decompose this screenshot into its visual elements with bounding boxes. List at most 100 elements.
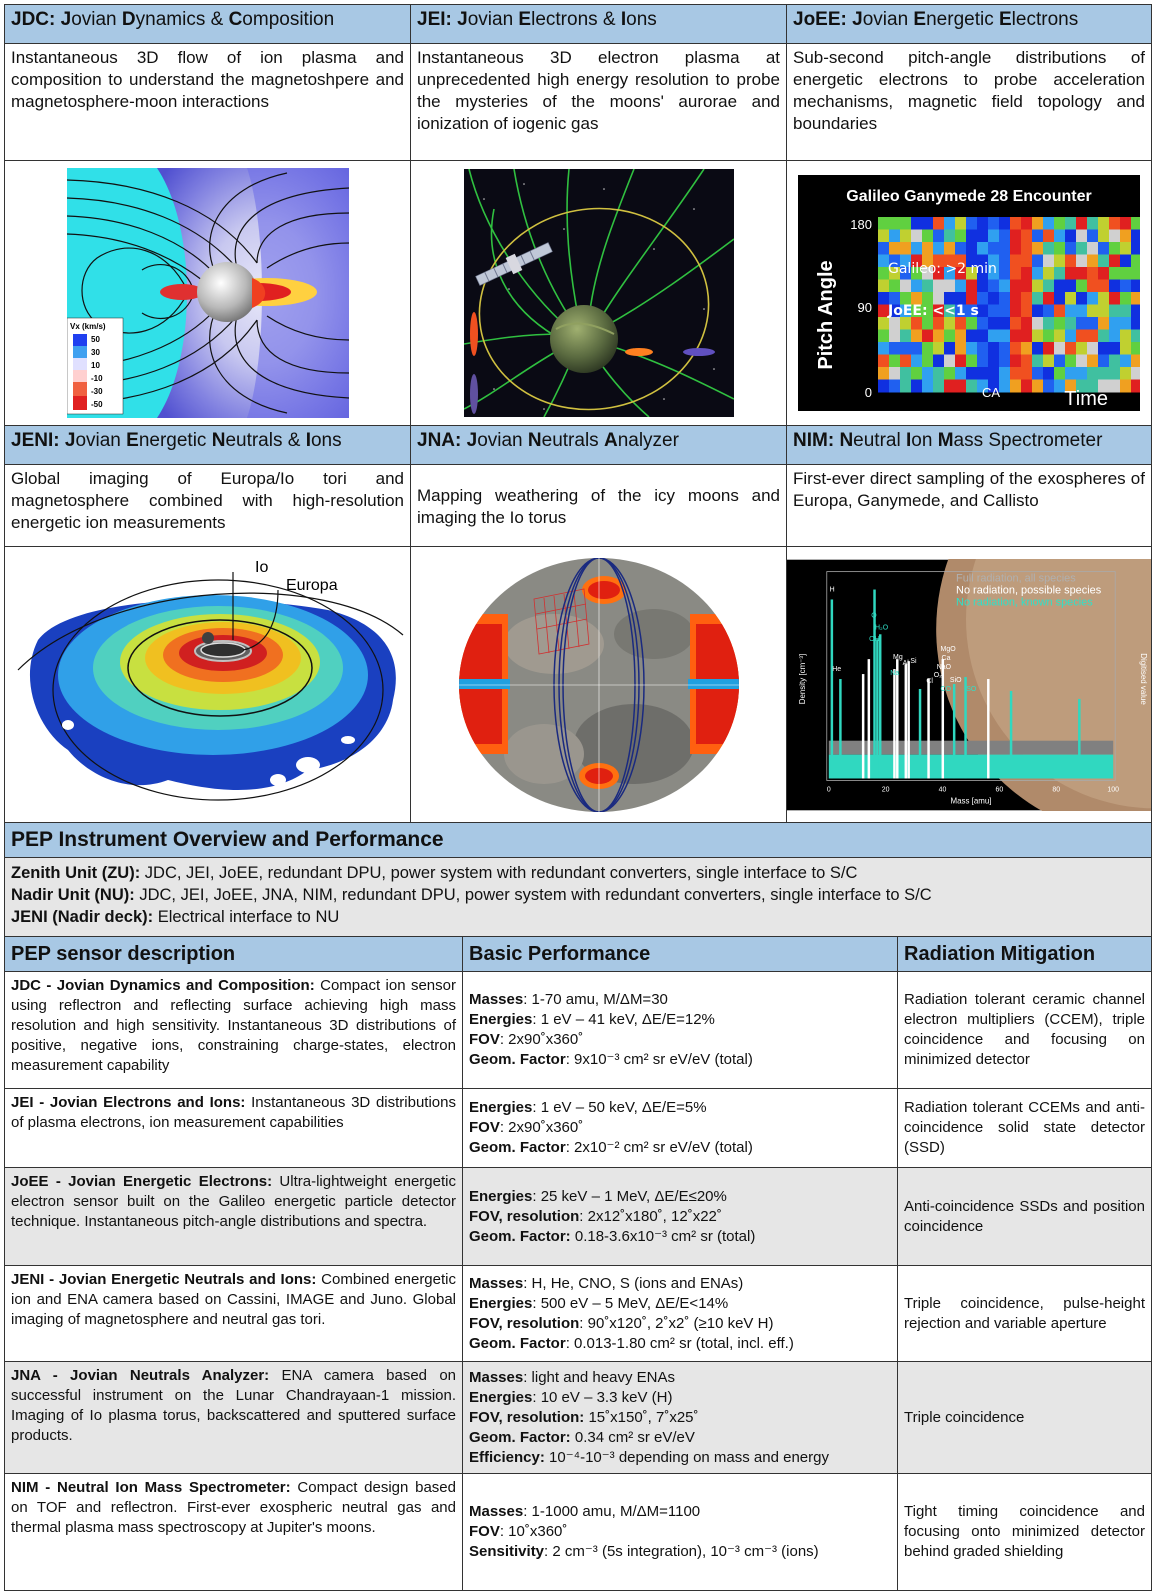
performance-line: FOV, resolution: 2x12˚x180˚, 12˚x22˚ xyxy=(469,1207,891,1227)
heatmap-cell xyxy=(966,379,978,393)
performance-key: FOV xyxy=(469,1031,500,1048)
heatmap-cell xyxy=(878,354,890,368)
heatmap-cell xyxy=(999,342,1011,355)
table-header-description: PEP sensor description xyxy=(4,936,463,972)
heatmap-cell xyxy=(900,279,912,293)
table-row-jdc-radiation: Radiation tolerant ceramic channel elect… xyxy=(897,971,1152,1089)
heatmap-cell xyxy=(900,304,912,318)
heatmap-cell xyxy=(922,229,934,243)
heatmap-cell xyxy=(1043,267,1055,280)
heatmap-cell xyxy=(955,304,967,318)
jeni-torus-image: Io Europa xyxy=(17,559,403,801)
nim-species-label: OH xyxy=(869,636,879,643)
nim-species-label: H xyxy=(830,586,835,593)
table-row-nim-radiation: Tight timing coincidence and focusing on… xyxy=(897,1473,1152,1591)
heatmap-cell xyxy=(944,279,956,293)
heatmap-cell xyxy=(977,229,989,243)
heatmap-cell xyxy=(878,304,890,318)
spectrum-peak xyxy=(1009,690,1013,778)
heatmap-cell xyxy=(966,342,978,355)
heatmap-cell xyxy=(1120,217,1132,230)
performance-value: : 0.013-1.80 cm² sr (total, incl. eff.) xyxy=(565,1334,794,1352)
nim-species-label: MgO xyxy=(941,646,957,653)
heatmap-cell xyxy=(1109,367,1121,380)
performance-line: Geom. Factor: 2x10⁻² cm² sr eV/eV (total… xyxy=(469,1138,891,1158)
jeni-figure: Io Europa xyxy=(4,546,411,823)
jdc-legend-tick: 10 xyxy=(91,361,100,370)
performance-key: Energies xyxy=(469,1011,533,1028)
nim-species-label: SiO xyxy=(950,677,962,684)
heatmap-cell xyxy=(900,367,912,380)
performance-value: : 9x10⁻³ cm² sr eV/eV (total) xyxy=(565,1051,753,1068)
heatmap-cell xyxy=(966,229,978,243)
heatmap-cell xyxy=(922,254,934,268)
heatmap-cell xyxy=(878,292,890,305)
table-row-jei-performance: Energies: 1 eV – 50 keV, ΔE/E=5% FOV: 2x9… xyxy=(462,1088,898,1168)
heatmap-cell xyxy=(1076,354,1088,368)
jdc-desc: Instantaneous 3D flow of ion plasma and … xyxy=(4,43,411,161)
heatmap-cell xyxy=(1098,229,1110,243)
heatmap-cell xyxy=(1065,354,1077,368)
heatmap-cell xyxy=(900,254,912,268)
heatmap-cell xyxy=(944,292,956,305)
heatmap-cell xyxy=(999,329,1011,343)
heatmap-cell xyxy=(1131,317,1140,330)
nim-figure: H He O H₂O OH Mg Al Si Na MgO Ca NaO SiO O₂ Cl CO SO Ful… xyxy=(786,546,1152,823)
heatmap-cell xyxy=(955,379,967,393)
spectrum-peak xyxy=(941,658,945,778)
heatmap-cell xyxy=(1120,279,1132,293)
heatmap-cell xyxy=(999,217,1011,230)
performance-key: FOV, resolution xyxy=(469,1207,580,1225)
heatmap-cell xyxy=(1010,279,1022,293)
nim-xtick: 100 xyxy=(1107,786,1119,793)
heatmap-cell xyxy=(955,354,967,368)
heatmap-cell xyxy=(1087,379,1099,393)
heatmap-cell xyxy=(944,242,956,255)
jei-title: JEI: Jovian Electrons & Ions xyxy=(410,4,787,44)
heatmap-cell xyxy=(966,254,978,268)
heatmap-cell xyxy=(933,292,945,305)
heatmap-cell xyxy=(922,217,934,230)
joee-ytick: 0 xyxy=(865,385,872,400)
heatmap-cell xyxy=(955,342,967,355)
nim-xtick: 40 xyxy=(939,786,947,793)
performance-value: : 2x10⁻² cm² sr eV/eV (total) xyxy=(565,1139,753,1156)
heatmap-cell xyxy=(878,229,890,243)
heatmap-cell xyxy=(1109,254,1121,268)
heatmap-cell xyxy=(1098,217,1110,230)
heatmap-cell xyxy=(1054,279,1066,293)
performance-key: Geom. Factor: xyxy=(469,1428,571,1446)
heatmap-cell xyxy=(1032,379,1044,393)
nim-species-label: Cl xyxy=(926,678,933,685)
heatmap-cell xyxy=(922,317,934,330)
heatmap-cell xyxy=(1098,342,1110,355)
heatmap-cell xyxy=(1076,379,1088,393)
heatmap-cell xyxy=(911,242,923,255)
heatmap-cell xyxy=(900,217,912,230)
table-row-joee-radiation: Anti-coincidence SSDs and position coinc… xyxy=(897,1167,1152,1266)
heatmap-cell xyxy=(988,279,1000,293)
jdc-legend-tick: -50 xyxy=(91,400,103,409)
performance-key: FOV xyxy=(469,1523,500,1540)
heatmap-cell xyxy=(1054,329,1066,343)
heatmap-cell xyxy=(999,279,1011,293)
performance-key: Masses xyxy=(469,1368,524,1386)
performance-value: : 25 keV – 1 MeV, ΔE/E≤20% xyxy=(532,1187,727,1205)
jdc-legend-tick: 30 xyxy=(91,348,100,357)
heatmap-cell xyxy=(1087,354,1099,368)
heatmap-cell xyxy=(933,329,945,343)
heatmap-cell xyxy=(1087,242,1099,255)
heatmap-cell xyxy=(1131,254,1140,268)
heatmap-cell xyxy=(999,229,1011,243)
heatmap-cell xyxy=(999,317,1011,330)
nim-x-label: Mass [amu] xyxy=(950,796,991,805)
jdc-legend-tick: -10 xyxy=(91,374,103,383)
heatmap-cell xyxy=(1010,354,1022,368)
noise-band xyxy=(828,740,1114,755)
heatmap-cell xyxy=(1087,367,1099,380)
spectrum-peak xyxy=(861,673,865,778)
performance-key: Masses xyxy=(469,1503,524,1520)
heatmap-cell xyxy=(1131,217,1140,230)
jna-title: JNA: Jovian Neutrals Analyzer xyxy=(410,425,787,465)
table-row-jna-radiation: Triple coincidence xyxy=(897,1361,1152,1474)
